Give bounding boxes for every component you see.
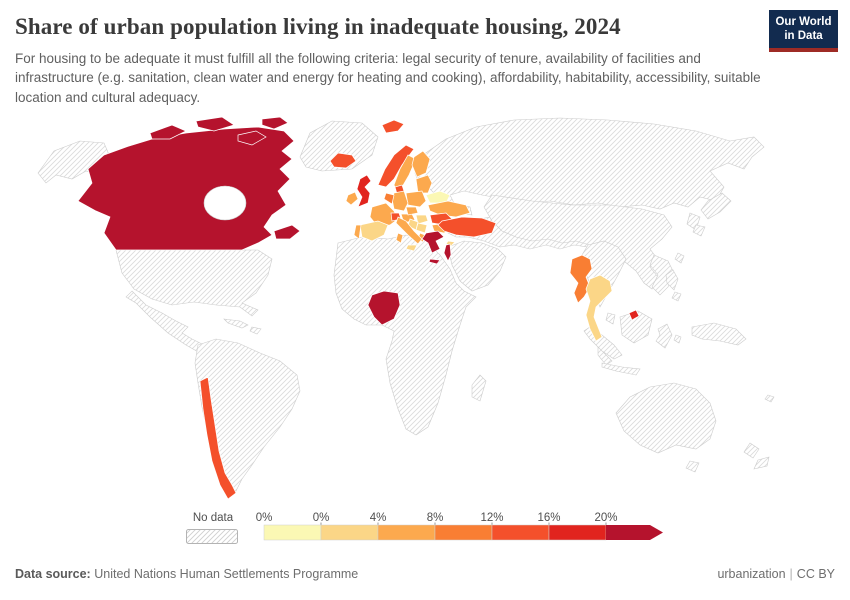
license-link[interactable]: CC BY	[796, 567, 835, 582]
data-source: Data source: United Nations Human Settle…	[15, 567, 358, 581]
country-svalbard[interactable]	[381, 119, 405, 134]
region-sri-lanka[interactable]	[605, 312, 616, 325]
attribution-link[interactable]: urbanization	[717, 567, 786, 582]
legend-tick-3: 8%	[427, 512, 444, 524]
country-finland[interactable]	[411, 150, 431, 178]
country-canada-arctic-1[interactable]	[149, 124, 187, 140]
legend-bin-0[interactable]	[263, 525, 322, 541]
legend-bin-5[interactable]	[548, 525, 607, 541]
logo-red-bar	[769, 48, 838, 53]
country-sardinia[interactable]	[395, 232, 404, 244]
legend-tick-1: 0%	[313, 512, 330, 524]
legend-bin-2[interactable]	[377, 525, 436, 541]
legend-no-data[interactable]: No data	[186, 511, 240, 545]
country-czechia[interactable]	[405, 206, 419, 216]
legend-tick-2: 4%	[370, 512, 387, 524]
region-arabia[interactable]	[447, 240, 507, 292]
country-brunei[interactable]	[628, 309, 640, 321]
world-map	[0, 111, 850, 511]
country-baltic-states[interactable]	[415, 174, 433, 194]
country-chile[interactable]	[199, 376, 237, 500]
country-spain[interactable]	[359, 220, 389, 242]
world-map-svg	[37, 116, 775, 500]
country-serbia[interactable]	[415, 222, 428, 234]
country-canada-arctic-3[interactable]	[237, 130, 267, 146]
legend-tick-4: 12%	[480, 512, 503, 524]
region-madagascar[interactable]	[471, 374, 487, 402]
country-nigeria[interactable]	[367, 290, 401, 326]
country-canada-newfoundland[interactable]	[273, 224, 301, 240]
region-new-zealand-south[interactable]	[753, 456, 770, 470]
region-borneo[interactable]	[619, 310, 653, 344]
attribution-separator: |	[789, 567, 793, 582]
region-australia[interactable]	[615, 382, 717, 454]
country-united-kingdom[interactable]	[356, 174, 372, 208]
region-moluccas[interactable]	[673, 334, 682, 344]
legend-tick-6: 20%	[594, 512, 617, 524]
legend-tick-5: 16%	[537, 512, 560, 524]
region-philippines-north[interactable]	[665, 269, 679, 291]
footer-attribution: urbanization | CC BY	[717, 567, 835, 581]
country-israel[interactable]	[443, 243, 452, 263]
region-taiwan[interactable]	[674, 252, 685, 264]
country-crete[interactable]	[428, 258, 441, 265]
legend-no-data-swatch[interactable]	[186, 529, 238, 545]
legend-arrow-tip	[650, 525, 663, 541]
region-indochina[interactable]	[649, 254, 675, 296]
map-legend: No data 0% 0% 4% 8% 12% 16% 20%	[186, 511, 850, 551]
legend-bin-3[interactable]	[434, 525, 493, 541]
region-greenland[interactable]	[299, 120, 379, 172]
country-hungary[interactable]	[415, 214, 429, 225]
country-sicily[interactable]	[405, 244, 418, 252]
region-china-east-asia[interactable]	[483, 194, 673, 290]
country-norway[interactable]	[377, 144, 415, 188]
region-new-guinea[interactable]	[691, 322, 747, 346]
region-new-zealand-north[interactable]	[743, 442, 760, 459]
country-iceland[interactable]	[329, 152, 357, 169]
region-japan[interactable]	[700, 192, 732, 220]
legend-color-ramp: 0% 0% 4% 8% 12% 16% 20%	[256, 512, 663, 541]
region-java[interactable]	[601, 362, 641, 376]
chart-footer: Data source: United Nations Human Settle…	[0, 567, 850, 581]
country-germany[interactable]	[391, 190, 409, 212]
country-canada[interactable]	[77, 126, 295, 251]
legend-bin-6[interactable]	[606, 525, 650, 541]
country-greece[interactable]	[421, 230, 445, 254]
legend-no-data-label: No data	[192, 512, 234, 525]
legend-bin-1[interactable]	[320, 525, 379, 541]
logo-line1: Our World	[775, 16, 832, 28]
country-italy[interactable]	[395, 216, 423, 245]
country-belarus[interactable]	[425, 190, 451, 204]
region-japan-south[interactable]	[692, 224, 706, 237]
chart-header: Share of urban population living in inad…	[0, 0, 850, 107]
owid-logo[interactable]: Our World in Data	[769, 10, 838, 53]
country-turkey[interactable]	[437, 216, 497, 238]
page-title: Share of urban population living in inad…	[15, 14, 621, 39]
country-ukraine[interactable]	[427, 200, 471, 218]
region-pacific-islands[interactable]	[764, 394, 775, 403]
chart-subtitle: For housing to be adequate it must fulfi…	[15, 50, 761, 105]
country-canada-arctic-4[interactable]	[261, 116, 289, 130]
legend-bin-4[interactable]	[491, 525, 550, 541]
region-hispaniola[interactable]	[249, 326, 262, 335]
region-sulawesi[interactable]	[655, 323, 673, 349]
country-ireland[interactable]	[345, 191, 359, 206]
data-source-value[interactable]: United Nations Human Settlements Program…	[94, 567, 359, 582]
country-thailand[interactable]	[585, 274, 613, 342]
hudson-bay	[203, 185, 247, 221]
region-usa[interactable]	[115, 249, 273, 317]
country-portugal[interactable]	[353, 224, 362, 240]
country-poland[interactable]	[405, 190, 427, 208]
region-russia[interactable]	[414, 117, 765, 216]
country-netherlands-belgium[interactable]	[383, 192, 395, 205]
data-source-label: Data source:	[15, 567, 91, 582]
region-tasmania[interactable]	[685, 460, 700, 473]
legend-tick-0: 0%	[256, 512, 273, 524]
country-canada-arctic-2[interactable]	[195, 116, 235, 132]
region-philippines-south[interactable]	[671, 291, 682, 302]
region-cuba[interactable]	[223, 318, 249, 329]
logo-line2: in Data	[784, 29, 823, 42]
